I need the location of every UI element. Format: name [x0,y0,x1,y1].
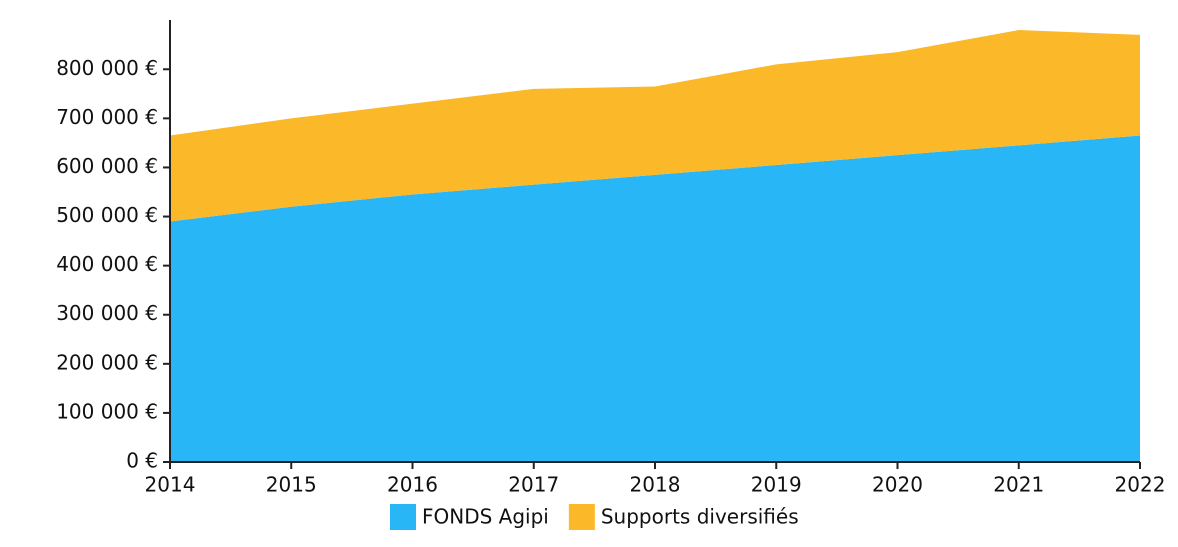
x-tick-label: 2019 [751,473,802,497]
y-tick-label: 200 000 € [56,350,158,374]
y-tick-label: 100 000 € [56,399,158,423]
y-tick-label: 600 000 € [56,154,158,178]
y-tick-label: 700 000 € [56,105,158,129]
y-tick-label: 500 000 € [56,203,158,227]
x-tick-label: 2018 [630,473,681,497]
x-tick-label: 2014 [145,473,196,497]
y-tick-label: 400 000 € [56,252,158,276]
legend-label: FONDS Agipi [422,505,549,529]
x-tick-label: 2021 [993,473,1044,497]
y-tick-label: 800 000 € [56,56,158,80]
y-tick-label: 300 000 € [56,301,158,325]
legend-swatch [568,504,595,530]
area [170,135,1140,462]
area [170,30,1140,222]
legend-swatch [390,504,416,530]
x-tick-label: 2020 [872,473,923,497]
x-tick-label: 2022 [1115,473,1166,497]
x-tick-label: 2015 [266,473,317,497]
x-tick-label: 2016 [387,473,438,497]
x-tick-label: 2017 [508,473,559,497]
y-tick-label: 0 € [126,449,158,473]
legend-label: Supports diversifiés [601,505,799,529]
